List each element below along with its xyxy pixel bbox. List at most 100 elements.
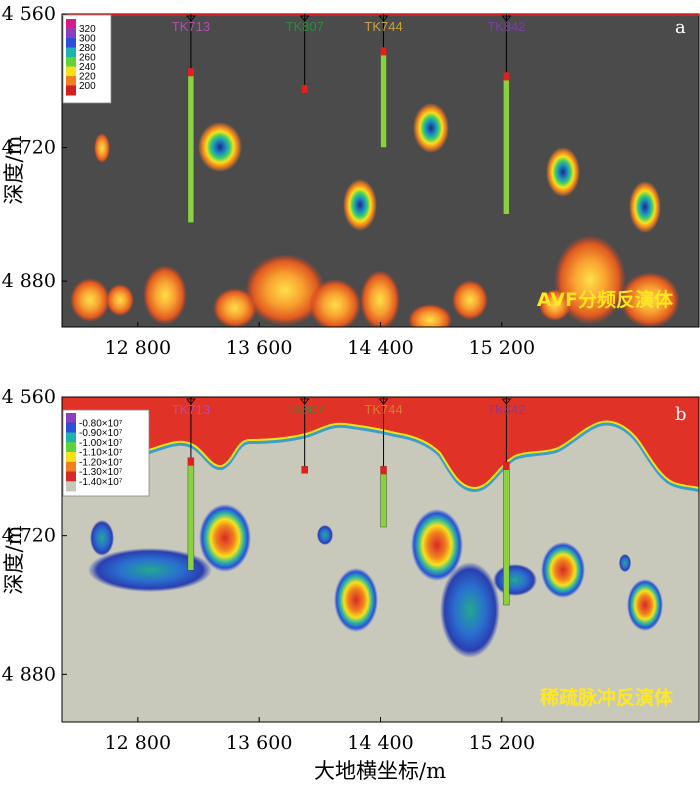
y-tick-label: −4 720 <box>0 137 56 159</box>
legend-swatch <box>66 47 76 58</box>
legend-swatch <box>66 461 76 472</box>
well-label: TK713 <box>172 19 210 34</box>
legend-swatch <box>66 432 76 443</box>
legend-labels: -0.80×10⁷-0.90×10⁷-1.00×10⁷-1.10×10⁷-1.2… <box>79 418 123 488</box>
legend-label: 300 <box>79 34 96 45</box>
x-tick-label: 14 400 <box>347 337 413 359</box>
legend-swatch <box>66 481 76 492</box>
well-head-icon <box>378 15 389 22</box>
well-log-cap <box>380 47 387 56</box>
anomaly-warm <box>360 270 400 327</box>
well-log-bar <box>187 457 195 571</box>
panel-a-axes: 12 800 13 600 14 400 15 200 −4 560 −4 720 −4 8… <box>0 3 535 359</box>
anomaly-warm <box>70 278 110 322</box>
panel-letter: a <box>675 17 686 38</box>
well-label: TK807 <box>286 402 324 417</box>
anomaly-warm <box>143 265 187 325</box>
x-tick-label: 12 800 <box>105 732 171 754</box>
y-tick-label: −4 560 <box>0 3 56 25</box>
anomaly-hot <box>334 568 378 632</box>
legend-swatch <box>66 38 76 48</box>
anomaly-hot <box>199 504 251 572</box>
well-log-cap <box>301 84 308 93</box>
y-tick-label: −4 560 <box>0 386 56 408</box>
legend-swatch <box>66 85 76 96</box>
y-axis-title: 深度/m <box>2 525 26 594</box>
y-tick-label: −4 880 <box>0 270 56 292</box>
anomaly-hot <box>413 103 449 153</box>
legend-swatch <box>66 57 76 67</box>
anomaly-cool <box>88 548 212 592</box>
panel-letter: b <box>675 404 687 425</box>
anomaly-hot <box>627 579 663 631</box>
legend-label: -1.30×10⁷ <box>79 467 123 478</box>
legend-swatch <box>66 19 76 29</box>
x-tick-label: 12 800 <box>105 337 171 359</box>
top-boundary-edge <box>62 421 699 493</box>
anomaly-warm <box>539 289 571 321</box>
anomaly-warm <box>408 304 452 327</box>
well-log-bar <box>380 466 387 528</box>
anomaly-warm <box>94 133 110 163</box>
legend-swatch <box>66 471 76 482</box>
well-log-bar <box>503 461 510 606</box>
panel-b: TK713 TK807 TK744 TK842 -0.80×10⁷-0.90×10⁷-… <box>0 386 700 783</box>
legend-label: 200 <box>79 81 96 92</box>
anomaly-cool <box>440 562 500 658</box>
y-tick-label: −4 880 <box>0 663 56 685</box>
legend-label: 240 <box>79 62 96 73</box>
anomaly-warm <box>554 235 626 325</box>
legend-swatch <box>66 442 76 453</box>
anomaly-warm <box>245 254 325 326</box>
method-label: AVF分频反演体 <box>537 288 674 311</box>
legend-label: -0.90×10⁷ <box>79 428 123 439</box>
method-label: 稀疏脉冲反演体 <box>540 686 674 709</box>
well-log-cap <box>187 68 194 77</box>
y-tick-label: −4 720 <box>0 525 56 547</box>
anomaly-warm <box>620 272 680 327</box>
panel-b-axes: 12 800 13 600 14 400 15 200 −4 560 −4 720 −4 8… <box>0 386 535 754</box>
well-log-bar <box>380 47 387 148</box>
legend-label: -1.20×10⁷ <box>79 457 123 468</box>
anomaly-hot <box>629 181 661 233</box>
legend-label: -1.40×10⁷ <box>79 477 123 488</box>
well-log-cap <box>187 457 194 466</box>
well-log-cap <box>380 466 387 475</box>
x-axis-title: 大地横坐标/m <box>314 759 446 783</box>
panel-a: TK713 TK807 TK744 TK842 3203002802602402202… <box>0 3 700 359</box>
anomaly-warm <box>106 284 134 316</box>
legend-swatch <box>66 66 76 77</box>
well-head-icon <box>501 398 512 405</box>
well-head-icon <box>378 398 389 405</box>
legend-label: -0.80×10⁷ <box>79 418 123 429</box>
well-head-icon <box>299 15 310 22</box>
panel-b-wells: TK713 TK807 TK744 TK842 <box>172 397 526 606</box>
x-tick-label: 13 600 <box>226 337 292 359</box>
anomaly-hot <box>198 122 242 172</box>
well-label: TK842 <box>487 402 525 417</box>
legend-swatch <box>66 413 76 424</box>
anomaly-hot <box>343 179 377 231</box>
legend-swatch <box>66 28 76 39</box>
x-tick-label: 13 600 <box>226 732 292 754</box>
well-head-icon <box>299 398 310 405</box>
legend-box <box>62 409 150 497</box>
well-label: TK807 <box>286 19 324 34</box>
legend-swatch <box>66 422 76 433</box>
anomaly-warm <box>309 279 361 327</box>
well-log-bar <box>503 72 510 215</box>
x-tick-label: 15 200 <box>469 732 535 754</box>
legend-swatch <box>66 76 76 86</box>
anomaly-cool <box>493 564 537 596</box>
anomaly-hot <box>411 509 463 581</box>
panel-a-wells: TK713 TK807 TK744 TK842 <box>172 14 526 223</box>
y-axis-title: 深度/m <box>2 135 26 204</box>
legend-swatches <box>66 413 76 492</box>
legend-label: 280 <box>79 43 96 54</box>
well-label: TK744 <box>364 19 402 34</box>
anomaly-hot <box>546 147 580 197</box>
legend-label: 220 <box>79 72 96 83</box>
